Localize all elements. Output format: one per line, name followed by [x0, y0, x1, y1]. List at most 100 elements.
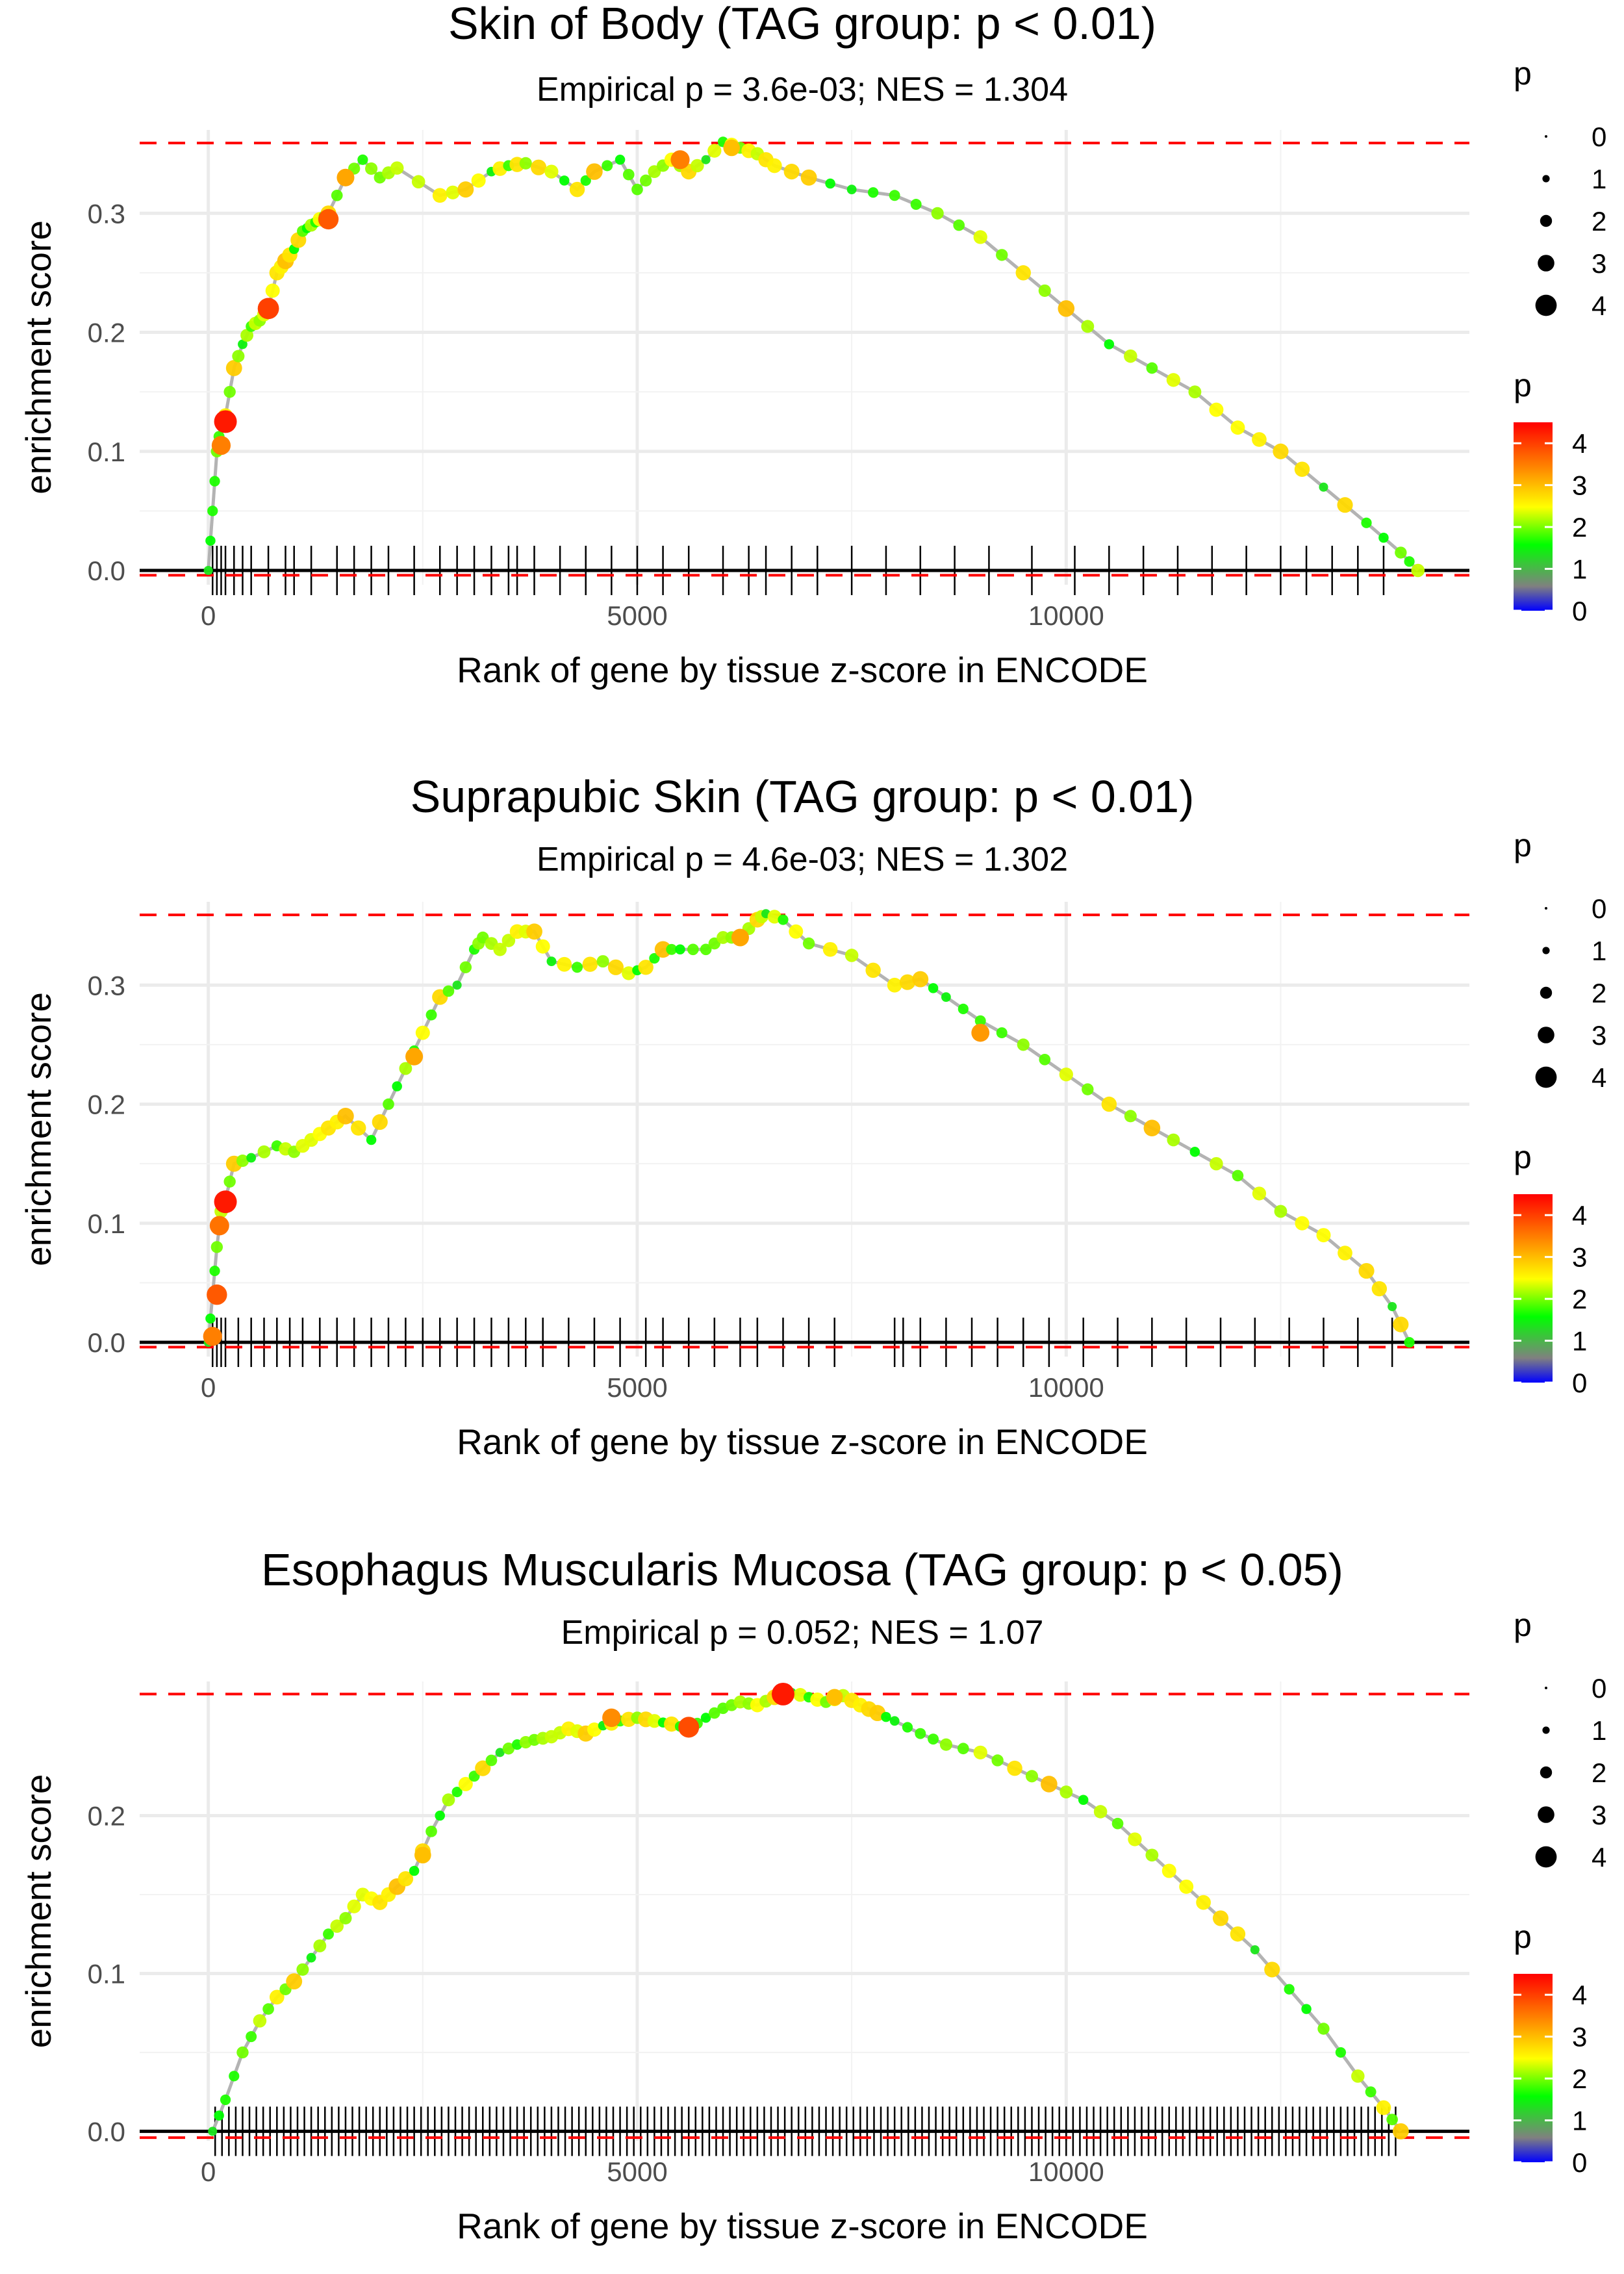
es-point: [1128, 1832, 1142, 1846]
es-point: [1161, 1863, 1176, 1878]
color-legend-label: 0: [1572, 2147, 1587, 2178]
es-point: [1316, 1228, 1331, 1243]
es-point: [1273, 443, 1289, 459]
es-point: [238, 339, 247, 350]
es-point: [717, 931, 730, 944]
es-point: [1319, 482, 1328, 492]
y-tick-label: 0.1: [88, 1208, 125, 1239]
es-point: [501, 934, 516, 947]
es-point: [1188, 385, 1202, 399]
es-point: [544, 164, 559, 179]
es-point: [432, 188, 448, 203]
es-point: [1146, 362, 1158, 374]
es-point-highlight: [207, 1284, 227, 1305]
es-points: [208, 1682, 1409, 2140]
y-tick-label: 0.2: [88, 1801, 125, 1832]
es-point: [559, 175, 570, 186]
es-point: [210, 1241, 223, 1253]
color-legend-bar: [1514, 422, 1553, 611]
es-point: [767, 158, 782, 173]
color-legend-label: 0: [1572, 596, 1587, 626]
size-legend-key: [1540, 1766, 1553, 1779]
size-legend-key: [1542, 947, 1550, 954]
es-point: [881, 1711, 891, 1722]
es-point: [495, 1748, 505, 1757]
es-point: [1038, 284, 1051, 297]
color-legend-title: p: [1514, 1919, 1532, 1955]
es-point: [931, 207, 944, 220]
es-point: [1059, 1067, 1073, 1082]
es-point: [1166, 373, 1181, 387]
es-point: [323, 1928, 335, 1940]
size-legend-key: [1535, 294, 1557, 316]
es-point: [889, 1716, 900, 1726]
es-point: [1210, 1156, 1223, 1171]
y-tick-label: 0.3: [88, 970, 125, 1001]
es-point: [459, 961, 472, 973]
es-point: [1124, 1110, 1137, 1123]
es-point: [700, 1713, 711, 1723]
es-point-highlight: [336, 168, 355, 186]
es-point: [1093, 1805, 1108, 1819]
es-point: [296, 1963, 309, 1976]
es-point: [1358, 1262, 1375, 1279]
es-point: [546, 956, 557, 967]
es-point-highlight: [723, 139, 741, 157]
es-point: [1335, 2047, 1347, 2058]
es-point: [638, 960, 653, 975]
es-point: [1365, 2086, 1377, 2098]
es-point: [425, 1009, 437, 1021]
es-point: [572, 962, 583, 973]
es-point: [337, 1108, 354, 1125]
es-point: [257, 1145, 271, 1158]
y-tick-label: 0.1: [88, 437, 125, 467]
es-point: [802, 937, 815, 950]
es-point: [253, 2014, 267, 2028]
es-point: [246, 1153, 257, 1163]
y-tick-label: 0.2: [88, 1090, 125, 1120]
color-legend-label: 1: [1572, 2106, 1587, 2136]
es-point: [1196, 1895, 1211, 1910]
es-point: [654, 941, 672, 958]
color-legend-label: 2: [1572, 1284, 1587, 1314]
size-legend-label: 4: [1592, 1842, 1606, 1872]
es-point: [587, 1722, 602, 1737]
size-legend-key: [1545, 1687, 1547, 1689]
es-point: [372, 1114, 388, 1131]
es-point: [306, 1952, 316, 1963]
es-point: [502, 1743, 515, 1755]
es-point: [262, 2003, 274, 2015]
color-legend-title: p: [1514, 1139, 1532, 1175]
es-point: [240, 329, 254, 342]
y-axis-label: enrichment score: [18, 1774, 58, 2049]
es-point: [639, 174, 652, 187]
es-point: [569, 181, 585, 198]
es-point: [330, 1919, 344, 1933]
es-point: [868, 187, 879, 198]
y-axis-label: enrichment score: [18, 220, 58, 494]
es-point: [205, 535, 216, 546]
size-legend-label: 2: [1592, 206, 1606, 236]
es-point: [996, 249, 1008, 261]
x-tick-label: 10000: [1028, 600, 1104, 631]
es-line: [207, 140, 1419, 572]
chart-subtitle: Empirical p = 3.6e-03; NES = 1.304: [537, 71, 1068, 109]
es-point: [409, 1865, 420, 1876]
es-point-highlight: [731, 928, 749, 947]
es-point: [286, 1973, 303, 1990]
es-point: [1361, 517, 1372, 528]
es-point: [1082, 1083, 1094, 1095]
es-point-highlight: [602, 1708, 621, 1728]
size-legend-key: [1540, 214, 1553, 227]
es-point: [1017, 1038, 1030, 1051]
size-legend-label: 0: [1592, 893, 1606, 924]
es-point: [535, 939, 550, 954]
es-point: [1104, 339, 1115, 350]
es-point: [451, 1786, 463, 1798]
es-point: [471, 173, 486, 188]
size-legend-label: 1: [1592, 164, 1606, 194]
es-point: [452, 980, 462, 990]
es-point: [392, 1081, 402, 1092]
x-tick-label: 10000: [1028, 1372, 1104, 1403]
color-legend-label: 3: [1572, 1242, 1587, 1273]
